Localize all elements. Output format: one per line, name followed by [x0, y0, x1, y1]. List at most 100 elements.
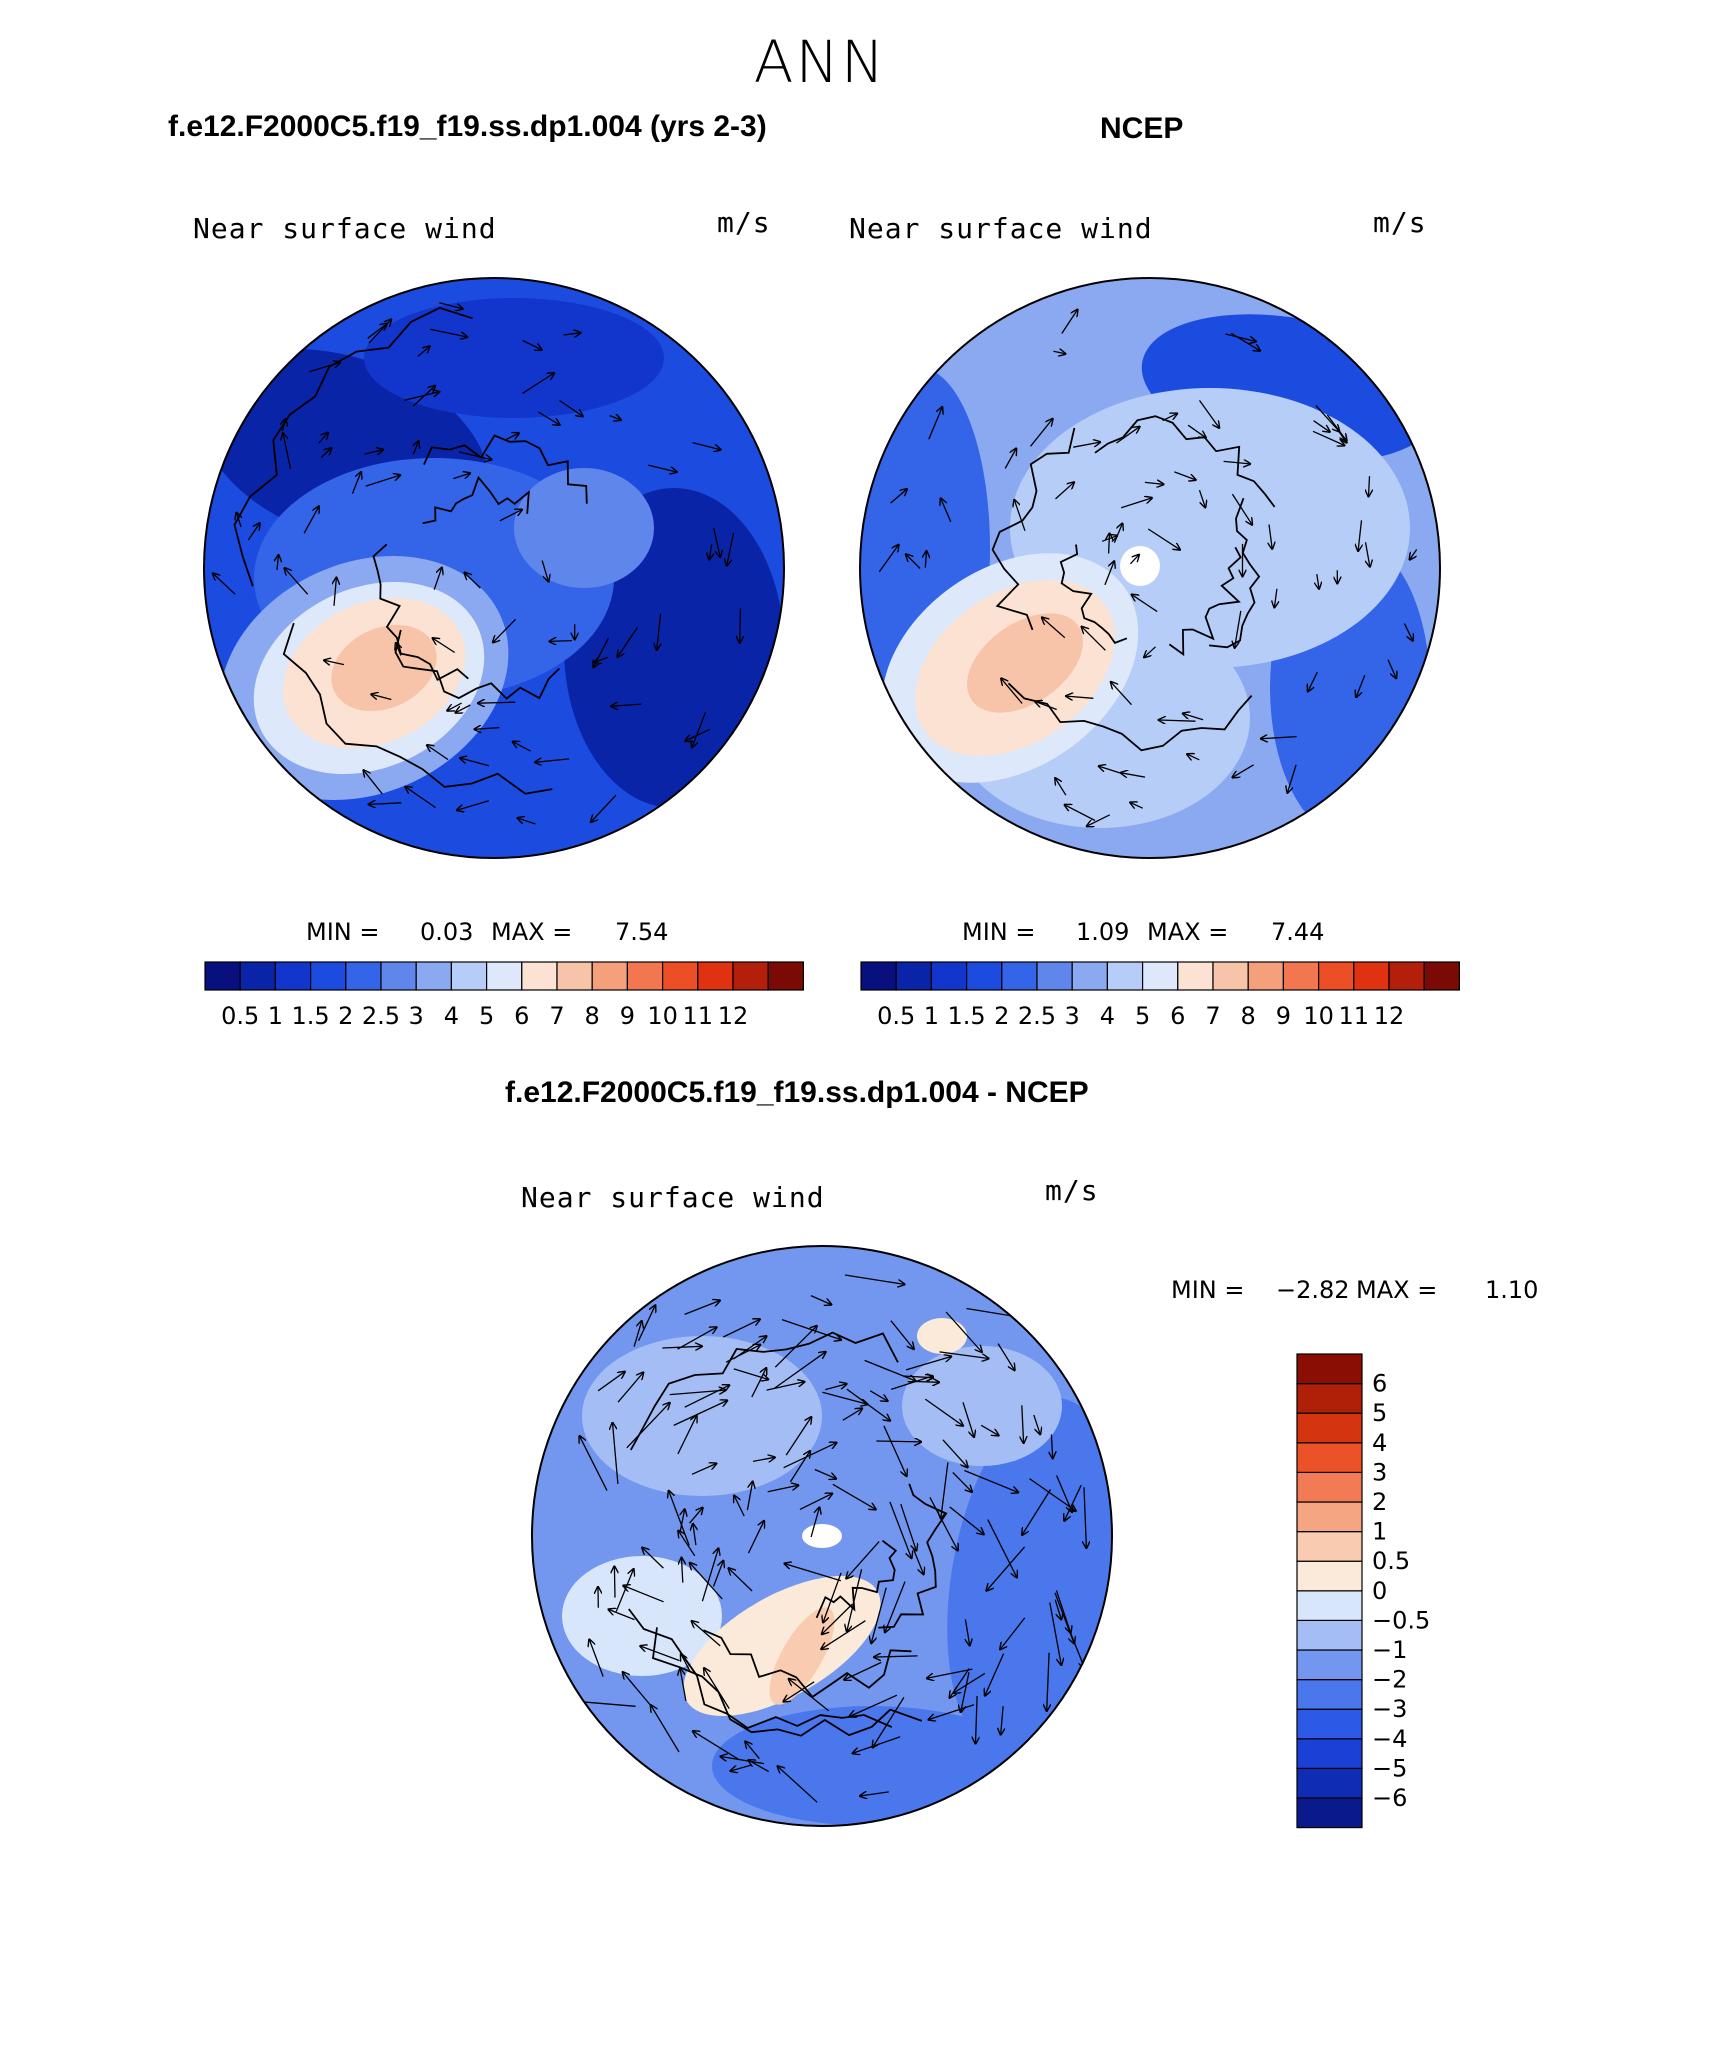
wind-vector — [832, 1483, 876, 1509]
colorbar-swatch — [1296, 1471, 1363, 1503]
wind-vector — [774, 1326, 817, 1368]
colorbar-swatch — [1296, 1619, 1363, 1651]
colorbar-tick-label: 0.5 — [1372, 1547, 1410, 1575]
wind-vector — [1099, 766, 1121, 774]
coastline — [394, 629, 560, 700]
colorbar-tick-label: 3 — [1372, 1458, 1387, 1486]
colorbar-swatch — [1388, 961, 1425, 991]
wind-vector — [752, 1457, 775, 1461]
colorbar-swatch — [1353, 961, 1390, 991]
wind-vector — [1403, 623, 1413, 641]
wind-vector — [781, 1318, 841, 1340]
wind-vector — [1410, 549, 1418, 560]
colorbar-swatch — [345, 961, 382, 991]
colorbar-tick-label: 5 — [479, 1002, 494, 1030]
diff-max-label: MAX = — [1356, 1276, 1438, 1304]
wind-vector — [1004, 449, 1016, 469]
wind-vector — [677, 1327, 717, 1350]
wind-vector — [1144, 482, 1164, 484]
diff-min-label: MIN = — [1171, 1276, 1245, 1304]
wind-vector — [365, 475, 401, 487]
wind-vector — [876, 1441, 921, 1442]
wind-vector — [746, 1482, 752, 1511]
wind-vector — [701, 1548, 718, 1602]
wind-vector — [1116, 427, 1139, 444]
wind-vector — [535, 759, 570, 762]
wind-vector — [900, 1503, 917, 1551]
colorbar-swatch — [415, 961, 453, 991]
wind-vector — [1066, 696, 1094, 698]
left-colorbar: 0.5 1 1.5 2 2.5 3 4 5 6 7 8 9 10 11 12 — [204, 961, 805, 1030]
colorbar-tick-label: 1 — [924, 1002, 939, 1030]
colorbar-tick-label: 6 — [1170, 1002, 1185, 1030]
wind-vector — [810, 1507, 819, 1538]
wind-vector — [609, 1609, 635, 1621]
colorbar-tick-label: 9 — [1276, 1002, 1291, 1030]
wind-vector — [559, 399, 583, 417]
wind-vector — [734, 1496, 745, 1517]
wind-vector — [912, 1381, 939, 1382]
wind-vector — [538, 411, 559, 425]
wind-vector — [684, 1385, 730, 1408]
wind-vector — [871, 1587, 887, 1644]
wind-vector — [927, 1668, 973, 1678]
wind-vector — [939, 1351, 989, 1359]
wind-vector — [439, 302, 462, 309]
wind-vector — [767, 1485, 799, 1493]
diff-panel-title: f.e12.F2000C5.f19_f19.ss.dp1.004 - NCEP — [505, 1076, 1089, 1109]
coastline — [878, 1483, 948, 1629]
wind-vector — [814, 1468, 836, 1479]
wind-vector — [648, 464, 677, 472]
map-border — [203, 277, 785, 859]
right-min-label: MIN = — [962, 918, 1036, 946]
wind-vector — [745, 1742, 760, 1760]
wind-vector — [1198, 400, 1220, 428]
wind-vector — [692, 441, 721, 450]
wind-vector — [778, 1766, 818, 1803]
wind-vector — [964, 1469, 1018, 1493]
left-variable-label: Near surface wind — [193, 212, 497, 245]
colorbar-swatch — [626, 961, 664, 991]
wind-vector — [364, 450, 384, 454]
colorbar-swatch — [1247, 961, 1284, 991]
wind-vector — [549, 641, 572, 642]
wind-vector — [842, 1409, 862, 1421]
wind-vector — [669, 1390, 726, 1396]
colorbar-tick-label: 4 — [444, 1002, 459, 1030]
colorbar-swatch — [521, 961, 558, 991]
wind-vector — [1174, 471, 1195, 480]
colorbar-swatch — [239, 961, 276, 991]
wind-vector — [309, 362, 340, 373]
colorbar-tick-label: 0.5 — [221, 1002, 259, 1030]
wind-vector — [873, 1697, 905, 1747]
wind-vector — [662, 1346, 702, 1348]
wind-vector — [731, 1764, 752, 1771]
missing-data-hole — [1120, 546, 1160, 586]
wind-vector — [905, 1357, 951, 1371]
wind-vector — [692, 1621, 721, 1647]
wind-vector — [985, 1653, 1005, 1696]
wind-vector — [499, 510, 522, 522]
wind-vector — [1001, 678, 1023, 704]
wind-vector — [247, 523, 259, 541]
wind-vector — [369, 803, 402, 805]
field-region — [917, 1318, 967, 1354]
colorbar-tick-label: 8 — [1241, 1002, 1256, 1030]
wind-vector — [789, 1679, 830, 1712]
colorbar-swatch — [556, 961, 593, 991]
wind-vector — [713, 527, 721, 557]
wind-vector — [691, 1464, 716, 1475]
wind-vector — [640, 1646, 680, 1662]
wind-vector — [928, 407, 942, 440]
colorbar-tick-label: 4 — [1100, 1002, 1115, 1030]
field-region — [967, 613, 1083, 713]
wind-vector — [456, 704, 471, 713]
wind-vector — [949, 1506, 984, 1534]
colorbar-swatch — [1296, 1560, 1363, 1592]
wind-vector — [522, 339, 542, 350]
colorbar-tick-label: −5 — [1372, 1754, 1407, 1782]
wind-vector — [945, 1311, 982, 1352]
colorbar-swatch — [1296, 1382, 1363, 1414]
wind-vector — [367, 324, 387, 339]
